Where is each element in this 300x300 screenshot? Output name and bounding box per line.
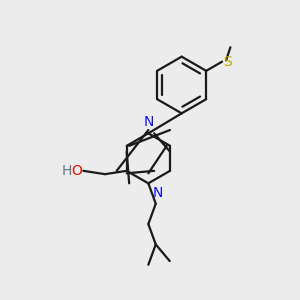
Text: H: H bbox=[62, 164, 72, 178]
Text: O: O bbox=[71, 164, 82, 178]
Text: N: N bbox=[152, 186, 163, 200]
Text: S: S bbox=[224, 55, 232, 69]
Text: N: N bbox=[143, 115, 154, 129]
